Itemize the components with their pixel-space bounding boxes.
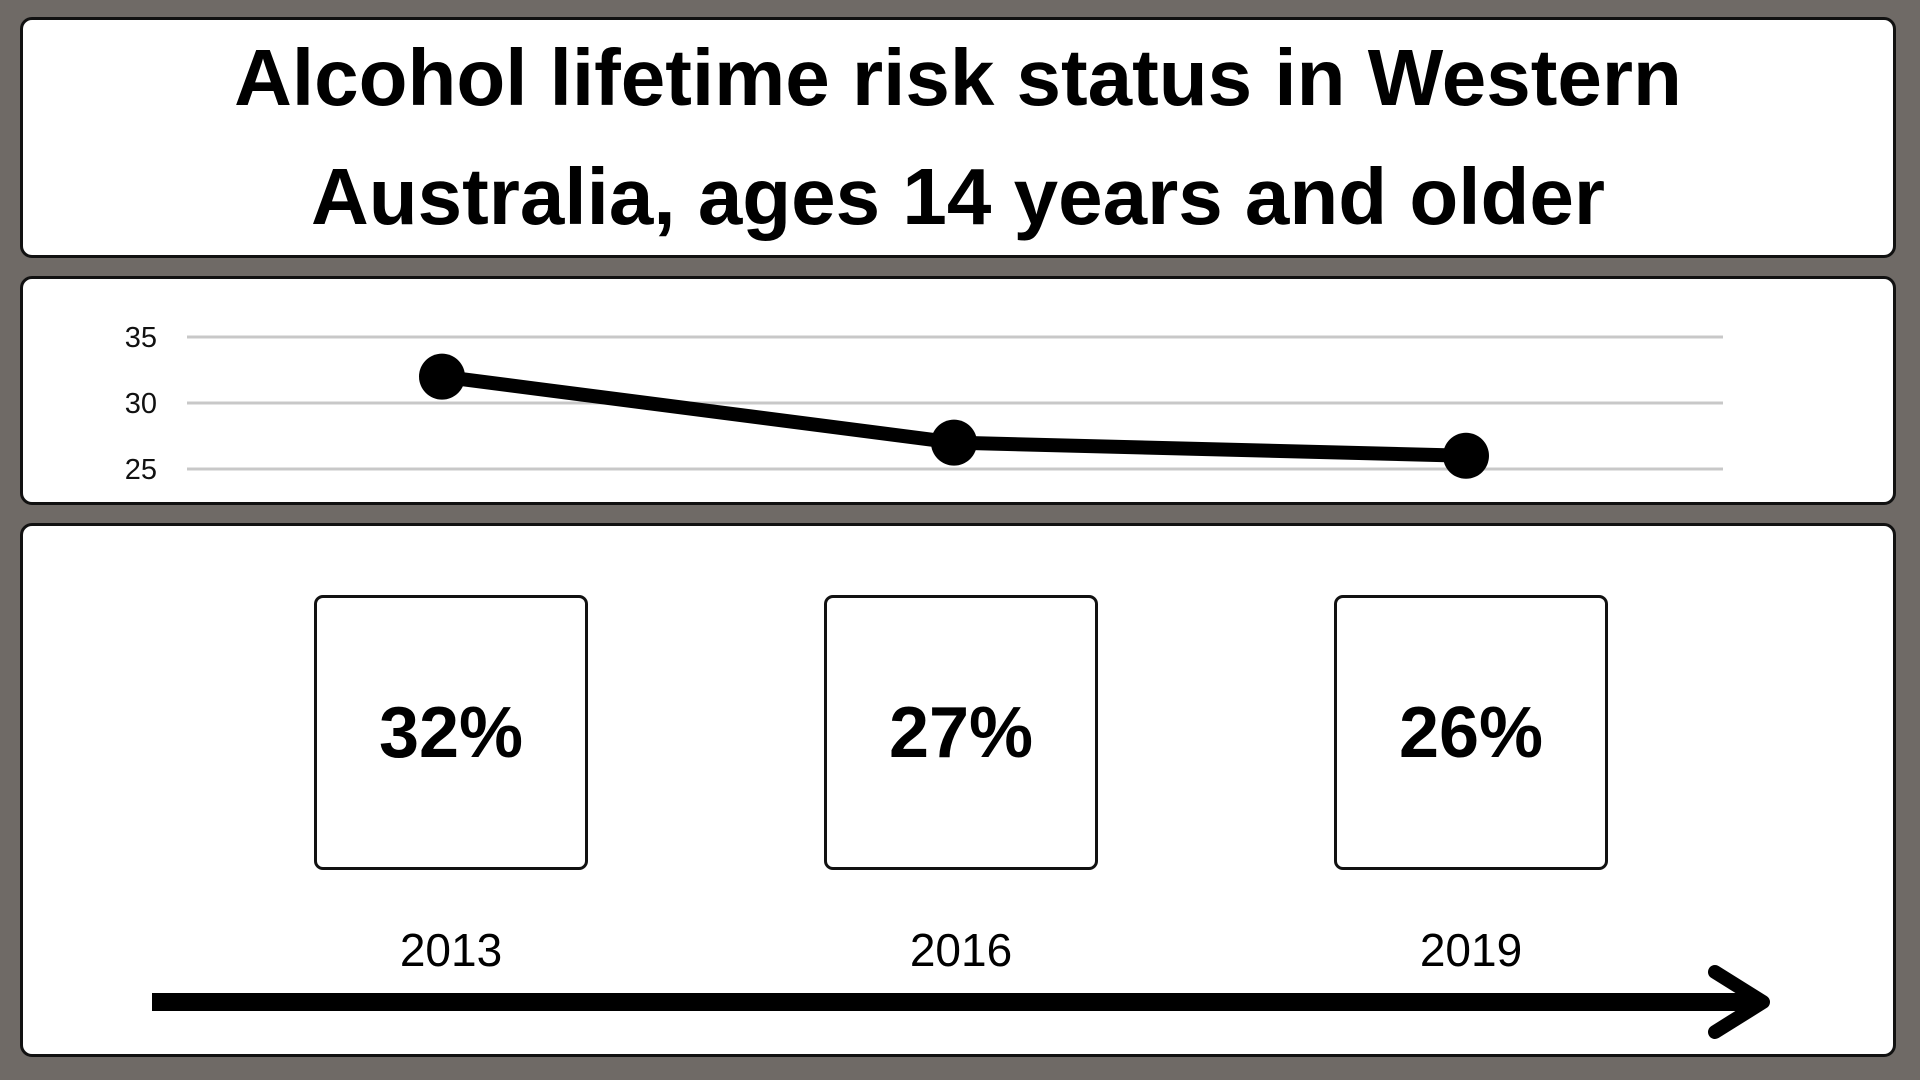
stat-box-2019: 26% <box>1334 595 1608 870</box>
stat-value: 32% <box>378 692 524 773</box>
line-chart: 35 30 25 <box>125 322 1723 486</box>
stat-value: 26% <box>1398 692 1544 773</box>
stat-box-2016: 27% <box>824 595 1098 870</box>
year-label-2019: 2019 <box>1419 924 1523 976</box>
data-point-2019 <box>1443 432 1489 479</box>
y-tick-label: 35 <box>125 322 157 354</box>
stats-panel: 32% 27% 26% 2013 2016 2019 <box>20 523 1896 1057</box>
title-panel: Alcohol lifetime risk status in Western … <box>20 17 1896 258</box>
y-tick-label: 25 <box>125 454 157 486</box>
data-point-2016 <box>931 419 977 466</box>
chart-title: Alcohol lifetime risk status in Western … <box>234 33 1682 241</box>
stat-box-2013: 32% <box>314 595 588 870</box>
y-axis-ticks: 35 30 25 <box>125 322 157 486</box>
arrow-right-icon <box>152 965 1770 1039</box>
year-label-2016: 2016 <box>909 924 1013 976</box>
stat-value: 27% <box>888 692 1034 773</box>
series-line-layer <box>419 353 1489 479</box>
y-tick-label: 30 <box>125 388 157 420</box>
data-point-2013 <box>419 353 465 400</box>
year-label-2013: 2013 <box>399 924 503 976</box>
line-chart-panel: 35 30 25 <box>20 276 1896 505</box>
